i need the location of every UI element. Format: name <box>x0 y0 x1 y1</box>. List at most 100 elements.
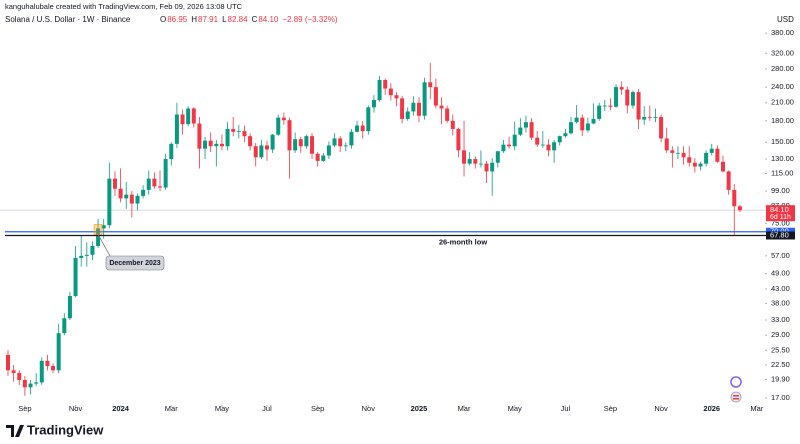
annotation: December 2023 <box>109 260 160 267</box>
candle-body <box>225 128 230 147</box>
candle-body <box>439 105 444 109</box>
currency: USD <box>777 15 794 24</box>
price-label-box <box>766 231 795 240</box>
y-tick-label: 49.00 <box>771 269 790 278</box>
y-tick-label: 150.00 <box>771 137 794 146</box>
candle-body <box>259 145 264 158</box>
y-tick-label: 320.00 <box>771 48 794 57</box>
y-tick-label: 210.00 <box>771 98 794 107</box>
candle-body <box>28 383 33 388</box>
y-tick-label: 29.00 <box>771 330 790 339</box>
candle-body <box>124 194 129 199</box>
x-tick-label: Mar <box>165 404 178 413</box>
price-label: 84.10 <box>770 205 789 214</box>
candle-body <box>371 99 376 108</box>
candle-body <box>56 333 61 371</box>
tradingview-logo: TradingView <box>6 422 104 437</box>
candle-body <box>467 159 472 164</box>
x-tick-label: Sep <box>311 404 324 413</box>
candle-body <box>146 178 151 190</box>
x-tick-label: May <box>215 404 229 413</box>
candle-body <box>107 178 112 226</box>
candle-body <box>90 245 95 255</box>
candle-body <box>523 122 528 128</box>
y-tick-label: 75.00 <box>771 219 790 228</box>
candle-body <box>304 136 309 147</box>
candle-body <box>298 139 303 147</box>
candle-body <box>698 163 703 167</box>
candle-body <box>22 379 27 388</box>
y-tick-label: 19.90 <box>771 374 790 383</box>
candle-body <box>34 382 39 384</box>
candle-body <box>332 138 337 146</box>
candle-body <box>552 142 557 151</box>
candle-body <box>281 117 286 121</box>
candle-body <box>608 105 613 107</box>
candle-body <box>310 136 315 154</box>
candle-body <box>45 360 50 367</box>
candle-body <box>231 128 236 132</box>
candle-body <box>619 87 624 90</box>
candle-body <box>366 107 371 132</box>
candle-body <box>135 195 140 204</box>
candle-body <box>73 257 78 296</box>
brand: TradingView <box>27 422 104 437</box>
ohlc-key: O <box>160 15 166 24</box>
y-tick-label: 130.00 <box>771 154 794 163</box>
candle-body <box>112 178 117 189</box>
candle-body <box>614 87 619 107</box>
ohlc-value: 82.84 <box>228 15 249 24</box>
y-tick-label: 380.00 <box>771 28 794 37</box>
x-tick-label: Nov <box>362 404 376 413</box>
candle-body <box>208 140 213 147</box>
callout-box <box>105 255 165 271</box>
candle-body <box>726 171 731 190</box>
candle-body <box>400 98 405 119</box>
icons <box>730 376 742 403</box>
y-tick-label: 22.50 <box>771 360 790 369</box>
change: −2.89 (−3.32%) <box>282 15 337 24</box>
y-tick-label: 43.00 <box>771 284 790 293</box>
annotation: 26-month low <box>439 237 487 246</box>
candle-body <box>174 114 179 144</box>
x-tick-label: 2026 <box>703 404 720 413</box>
candle-body <box>67 295 72 319</box>
price-label-box <box>766 205 795 222</box>
x-tick-label: Mar <box>750 404 763 413</box>
candle-body <box>405 111 410 119</box>
candle-body <box>6 354 10 371</box>
candle-body <box>360 125 365 132</box>
y-tick-label: 25.50 <box>771 345 790 354</box>
candle-body <box>597 105 602 119</box>
candle-body <box>473 159 478 164</box>
y-tick-label: 57.00 <box>771 251 790 260</box>
candle-body <box>422 82 427 116</box>
ohlc-key: L <box>222 15 227 24</box>
y-tick-label: 180.00 <box>771 116 794 125</box>
candle-body <box>197 123 202 149</box>
candle-body <box>580 117 585 131</box>
candle-body <box>495 151 500 163</box>
candle-body <box>169 143 174 160</box>
candle-body <box>51 366 56 371</box>
candle-body <box>287 120 292 151</box>
candle-body <box>270 134 275 150</box>
y-tick-label: 280.00 <box>771 64 794 73</box>
candle-body <box>62 318 67 334</box>
candle-body <box>383 79 388 89</box>
candle-body <box>687 157 692 163</box>
candle-body <box>39 360 44 383</box>
candle-body <box>675 152 680 154</box>
candle-body <box>625 89 630 106</box>
y-tick-label: 115.00 <box>771 168 793 177</box>
candle-body <box>445 108 450 121</box>
candle-body <box>574 117 579 123</box>
candle-body <box>591 118 596 124</box>
candle-body <box>692 162 697 167</box>
candle-body <box>326 145 331 156</box>
candle-body <box>557 136 562 143</box>
candle-body <box>253 146 258 158</box>
ohlc-key: C <box>252 15 258 24</box>
candle-body <box>535 137 540 145</box>
